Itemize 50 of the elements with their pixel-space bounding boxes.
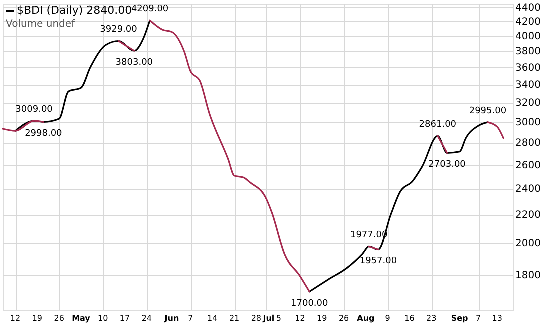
x-tick-label: 9 xyxy=(385,314,390,323)
y-tick-label: 2200 xyxy=(516,210,541,222)
y-tick-label: 3000 xyxy=(516,117,541,128)
x-tick-label: 26 xyxy=(338,314,350,323)
x-tick-label: 12 xyxy=(295,314,306,323)
x-tick-label: 7 xyxy=(188,314,194,323)
y-tick-label: 1800 xyxy=(516,270,541,282)
x-tick-label: Sep xyxy=(451,314,469,323)
annotation: 3009.00 xyxy=(16,105,54,116)
y-tick-label: 2800 xyxy=(516,138,541,150)
annotation: 1700.00 xyxy=(291,298,329,309)
x-tick-label: 17 xyxy=(120,314,130,323)
annotation: 2995.00 xyxy=(469,106,507,116)
y-tick-label: 3600 xyxy=(516,62,541,74)
y-tick-label: 3800 xyxy=(516,46,541,58)
y-tick-label: 4200 xyxy=(516,16,541,28)
x-tick-label: Jul xyxy=(262,314,275,323)
annotation: 3929.00 xyxy=(100,25,138,36)
annotation: Volume undef xyxy=(6,19,76,30)
y-tick-label: 2000 xyxy=(516,238,541,250)
x-tick-label: 13 xyxy=(492,314,502,323)
legend-label: $BDI (Daily) 2840.00 xyxy=(17,4,132,17)
x-tick-label: Jun xyxy=(164,314,180,323)
x-tick-label: 21 xyxy=(229,314,240,323)
x-tick-label: May xyxy=(72,314,92,323)
x-tick-label: 19 xyxy=(317,314,328,323)
x-tick-label: 28 xyxy=(251,314,262,323)
x-tick-label: 14 xyxy=(208,314,218,323)
y-tick-label: 2400 xyxy=(516,184,541,196)
x-tick-label: 7 xyxy=(476,314,482,323)
annotation: 3803.00 xyxy=(116,58,154,68)
y-tick-label: 2600 xyxy=(516,160,541,172)
x-tick-label: 12 xyxy=(10,314,21,323)
y-tick-label: 4000 xyxy=(516,31,541,42)
x-tick-label: 16 xyxy=(404,314,415,323)
y-tick-label: 3400 xyxy=(516,80,541,92)
x-tick-label: 10 xyxy=(98,314,108,323)
y-tick-label: 3200 xyxy=(516,98,541,110)
x-tick-label: 5 xyxy=(276,314,282,323)
x-tick-label: 19 xyxy=(32,314,43,323)
x-tick-label: Aug xyxy=(357,314,376,323)
x-tick-label: 24 xyxy=(142,314,152,323)
x-tick-label: 23 xyxy=(426,314,437,323)
annotation: 1957.00 xyxy=(360,256,398,267)
annotation: 2861.00 xyxy=(419,120,457,130)
annotation: 2703.00 xyxy=(428,160,466,170)
x-tick-label: 26 xyxy=(54,314,64,323)
y-tick-label: 4400 xyxy=(516,2,541,14)
annotation: 2998.00 xyxy=(25,129,63,140)
annotation: 4209.00 xyxy=(131,4,169,15)
